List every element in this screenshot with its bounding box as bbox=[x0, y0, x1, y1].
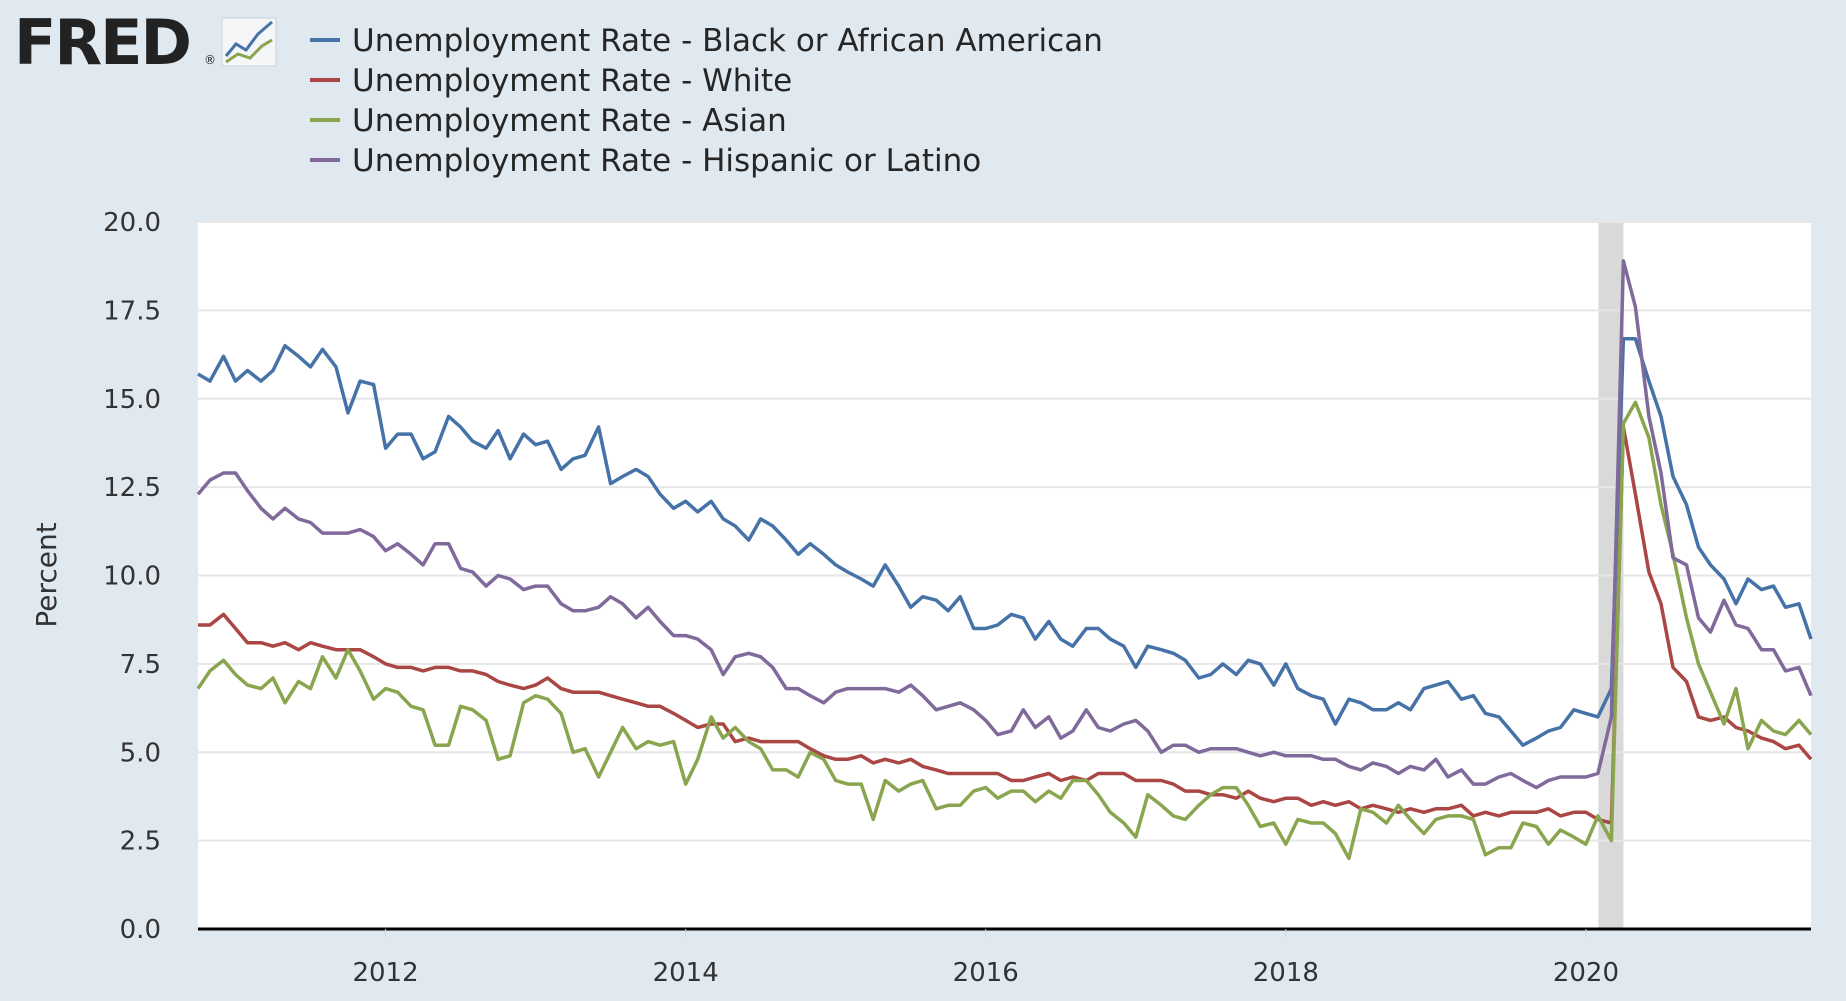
fred-logo[interactable]: FRED ® bbox=[14, 6, 277, 79]
y-tick-label: 5.0 bbox=[120, 738, 161, 768]
legend-label: Unemployment Rate - White bbox=[352, 63, 792, 99]
y-tick-label: 20.0 bbox=[103, 208, 161, 238]
series-line-0[interactable] bbox=[197, 336, 1813, 747]
x-tick-label: 2018 bbox=[1253, 958, 1319, 988]
y-tick-label: 0.0 bbox=[120, 915, 161, 945]
x-tick-label: 2012 bbox=[352, 958, 418, 988]
y-tick-label: 10.0 bbox=[103, 562, 161, 592]
y-tick-label: 17.5 bbox=[103, 296, 161, 326]
chart-legend: Unemployment Rate - Black or African Ame… bbox=[310, 23, 1103, 179]
series-line-3[interactable] bbox=[196, 259, 1813, 790]
legend-item-3[interactable]: Unemployment Rate - Hispanic or Latino bbox=[310, 143, 981, 179]
y-tick-label: 7.5 bbox=[120, 650, 161, 680]
fred-logo-chart-icon bbox=[221, 17, 277, 67]
series-line-1[interactable] bbox=[198, 425, 1813, 825]
gridlines bbox=[198, 221, 1811, 842]
legend-item-0[interactable]: Unemployment Rate - Black or African Ame… bbox=[310, 23, 1103, 59]
x-tick-label: 2020 bbox=[1553, 958, 1619, 988]
y-tick-label: 12.5 bbox=[103, 473, 161, 503]
fred-logo-text: FRED bbox=[14, 6, 190, 79]
x-axis-tick-labels: 2012 2014 2016 2018 2020 bbox=[352, 929, 1619, 988]
legend-label: Unemployment Rate - Black or African Ame… bbox=[352, 23, 1103, 59]
legend-item-2[interactable]: Unemployment Rate - Asian bbox=[310, 103, 787, 139]
series-lines bbox=[196, 259, 1813, 861]
y-axis-tick-labels: 0.0 2.5 5.0 7.5 10.0 12.5 15.0 17.5 20.0 bbox=[103, 208, 161, 945]
series-line-2[interactable] bbox=[196, 400, 1813, 861]
registered-mark: ® bbox=[204, 53, 216, 67]
x-tick-label: 2014 bbox=[653, 958, 719, 988]
y-tick-label: 2.5 bbox=[120, 827, 161, 857]
legend-item-1[interactable]: Unemployment Rate - White bbox=[310, 63, 792, 99]
x-tick-label: 2016 bbox=[953, 958, 1019, 988]
y-tick-label: 15.0 bbox=[103, 385, 161, 415]
legend-label: Unemployment Rate - Hispanic or Latino bbox=[352, 143, 981, 179]
legend-label: Unemployment Rate - Asian bbox=[352, 103, 787, 139]
y-axis-title: Percent bbox=[30, 522, 63, 627]
